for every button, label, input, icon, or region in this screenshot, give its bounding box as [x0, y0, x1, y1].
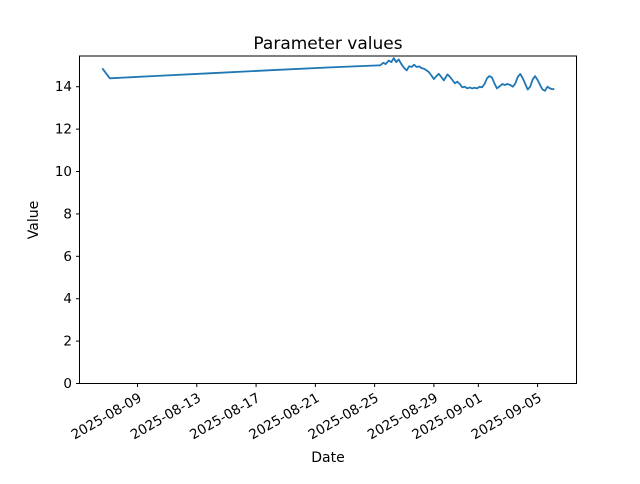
y-tick-label: 0	[63, 376, 72, 392]
y-tick-label: 8	[63, 206, 72, 222]
y-tick-label: 6	[63, 249, 72, 265]
chart-title: Parameter values	[253, 34, 402, 54]
plot-generated-layer: 024681012142025-08-092025-08-132025-08-1…	[55, 55, 577, 443]
y-axis-label: Value	[26, 201, 42, 239]
x-axis-label: Date	[311, 450, 344, 466]
y-tick-label: 2	[63, 334, 72, 350]
y-tick-label: 4	[63, 291, 72, 307]
y-tick-label: 10	[55, 164, 72, 180]
plot-border	[79, 55, 577, 384]
series-line	[101, 57, 555, 92]
y-tick-label: 12	[55, 122, 72, 138]
y-tick-label: 14	[55, 79, 72, 95]
